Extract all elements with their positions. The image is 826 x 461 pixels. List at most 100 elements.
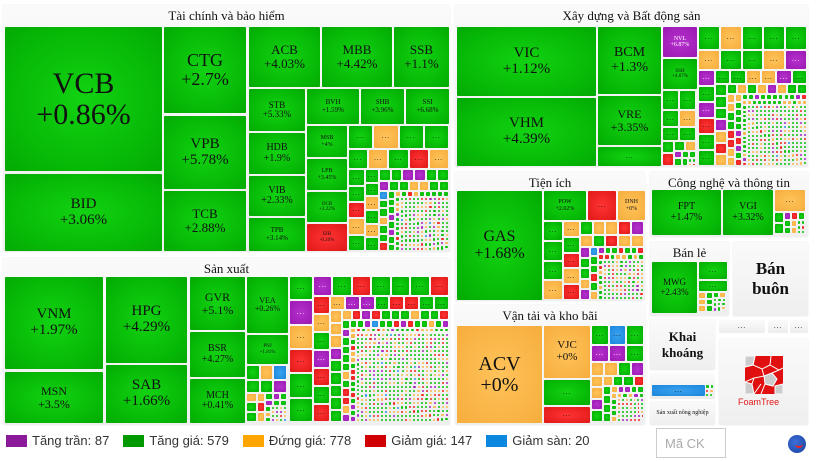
- stock-tile[interactable]: [599, 285, 603, 289]
- stock-tile[interactable]: [367, 328, 370, 332]
- stock-tile[interactable]: [404, 210, 407, 213]
- stock-tile[interactable]: [763, 154, 766, 157]
- stock-tile[interactable]: [445, 377, 448, 380]
- stock-tile[interactable]: [803, 146, 806, 149]
- stock-tile[interactable]: [351, 328, 356, 333]
- stock-tile[interactable]: [441, 222, 444, 225]
- stock-tile[interactable]: [798, 101, 802, 105]
- stock-tile[interactable]: [775, 154, 778, 157]
- stock-tile[interactable]: [342, 372, 350, 379]
- stock-tile[interactable]: [425, 328, 429, 332]
- stock-tile[interactable]: [689, 158, 692, 162]
- stock-tile[interactable]: [405, 337, 408, 340]
- stock-tile[interactable]: [395, 192, 400, 197]
- stock-tile[interactable]: [408, 239, 411, 242]
- stock-tile[interactable]: [393, 390, 396, 393]
- stock-tile[interactable]: [632, 296, 635, 299]
- stock-tile[interactable]: [751, 110, 754, 113]
- stock-tile[interactable]: [445, 218, 448, 221]
- stock-tile[interactable]: ...: [592, 346, 608, 361]
- stock-tile[interactable]: [373, 357, 376, 360]
- stock-tile[interactable]: [445, 238, 448, 241]
- stock-tile[interactable]: [787, 154, 790, 157]
- stock-tile[interactable]: [435, 328, 439, 332]
- stock-tile[interactable]: [425, 345, 428, 348]
- stock-tile[interactable]: [803, 162, 806, 165]
- stock-tile[interactable]: [373, 361, 376, 364]
- stock-tile[interactable]: [791, 122, 794, 125]
- stock-tile[interactable]: [799, 142, 802, 145]
- stock-tile[interactable]: [380, 182, 389, 191]
- stock-tile[interactable]: [715, 120, 726, 131]
- stock-tile[interactable]: [425, 353, 428, 356]
- stock-tile[interactable]: [710, 390, 713, 392]
- stock-tile[interactable]: ...: [369, 150, 388, 169]
- stock-tile[interactable]: [351, 399, 356, 404]
- stock-tile[interactable]: [748, 101, 752, 105]
- stock-tile[interactable]: [445, 234, 448, 237]
- stock-tile-pnj[interactable]: PNJ +1.81%: [247, 335, 288, 364]
- stock-tile-dnh[interactable]: DNH +0%: [618, 191, 645, 220]
- stock-tile[interactable]: [357, 333, 360, 336]
- stock-tile[interactable]: [779, 114, 782, 117]
- stock-tile[interactable]: [626, 406, 629, 409]
- stock-tile[interactable]: [361, 398, 364, 401]
- stock-tile[interactable]: ...: [365, 238, 379, 250]
- stock-tile[interactable]: [369, 353, 372, 356]
- stock-tile[interactable]: [713, 303, 716, 307]
- stock-tile[interactable]: [771, 118, 774, 121]
- stock-tile[interactable]: [377, 361, 380, 364]
- stock-tile[interactable]: [405, 357, 408, 360]
- stock-tile[interactable]: [274, 381, 286, 392]
- stock-tile[interactable]: [628, 268, 631, 271]
- stock-tile[interactable]: [421, 389, 424, 392]
- stock-tile[interactable]: [413, 202, 416, 205]
- stock-tile[interactable]: [397, 337, 400, 340]
- stock-tile[interactable]: [393, 377, 396, 380]
- stock-tile[interactable]: [767, 138, 770, 141]
- stock-tile[interactable]: [405, 365, 408, 368]
- stock-tile[interactable]: [787, 130, 790, 133]
- stock-tile[interactable]: [775, 150, 778, 153]
- stock-tile[interactable]: [433, 418, 436, 421]
- stock-tile[interactable]: [763, 142, 766, 145]
- stock-tile[interactable]: [413, 373, 416, 376]
- stock-tile[interactable]: [599, 265, 603, 269]
- stock-tile[interactable]: [417, 337, 420, 340]
- stock-tile[interactable]: [616, 296, 619, 299]
- stock-tile[interactable]: [612, 399, 617, 404]
- stock-tile[interactable]: [400, 202, 403, 205]
- stock-tile[interactable]: [624, 280, 627, 283]
- stock-tile[interactable]: [441, 413, 444, 416]
- stock-tile[interactable]: [361, 410, 364, 413]
- stock-tile[interactable]: ...: [699, 135, 714, 150]
- stock-tile[interactable]: [763, 118, 766, 121]
- stock-tile[interactable]: [633, 406, 636, 409]
- stock-tile[interactable]: [743, 136, 746, 139]
- stock-tile[interactable]: [351, 411, 356, 416]
- stock-tile[interactable]: [395, 198, 399, 201]
- stock-tile[interactable]: ...: [314, 297, 329, 314]
- stock-tile[interactable]: [365, 349, 368, 352]
- stock-tile[interactable]: [369, 410, 372, 413]
- stock-tile[interactable]: [775, 110, 778, 113]
- stock-tile[interactable]: [330, 373, 341, 384]
- stock-tile[interactable]: [405, 385, 408, 388]
- stock-tile[interactable]: [438, 170, 448, 181]
- stock-tile[interactable]: [603, 413, 611, 421]
- stock-tile[interactable]: [803, 142, 806, 145]
- stock-tile[interactable]: [792, 228, 796, 233]
- stock-tile[interactable]: [445, 345, 448, 348]
- stock-tile[interactable]: [409, 353, 412, 356]
- stock-tile[interactable]: [373, 390, 376, 393]
- stock-tile[interactable]: [616, 276, 619, 279]
- stock-tile[interactable]: ...: [345, 297, 359, 310]
- stock-tile[interactable]: [381, 402, 384, 405]
- stock-tile[interactable]: [803, 118, 806, 121]
- stock-tile[interactable]: ...: [564, 253, 579, 268]
- stock-tile[interactable]: [612, 386, 617, 392]
- stock-tile[interactable]: [791, 142, 794, 145]
- stock-tile[interactable]: [393, 402, 396, 405]
- stock-tile[interactable]: [759, 134, 762, 137]
- stock-tile[interactable]: [404, 198, 407, 201]
